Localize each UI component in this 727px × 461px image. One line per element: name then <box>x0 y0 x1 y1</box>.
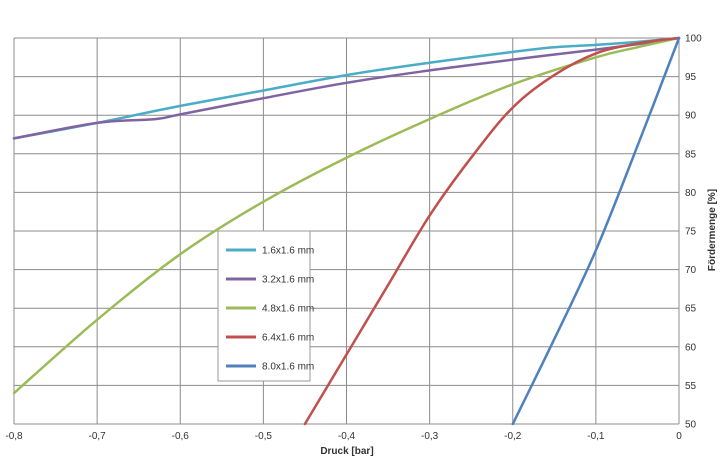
y-tick-label: 75 <box>685 227 697 238</box>
y-tick-label: 60 <box>685 342 697 353</box>
x-tick-labels: -0,8 -0,7 -0,6 -0,5 -0,4 -0,3 -0,2 -0,1 0 <box>5 431 682 442</box>
y-tick-label: 95 <box>685 72 697 83</box>
y-tick-label: 65 <box>685 304 697 315</box>
legend-box <box>217 230 311 382</box>
y-tick-labels: 50 55 60 65 70 75 80 85 90 95 100 <box>685 34 702 431</box>
y-tick-label: 85 <box>685 149 697 160</box>
y-axis-title: Fördermenge [%] <box>707 189 718 271</box>
x-tick-label: 0 <box>676 431 682 442</box>
y-tick-label: 90 <box>685 111 697 122</box>
legend: 1.6x1.6 mm 3.2x1.6 mm 4.8x1.6 mm 6.4x1.6 mm… <box>217 230 314 382</box>
y-tick-label: 55 <box>685 381 697 392</box>
x-tick-label: -0,4 <box>338 431 356 442</box>
x-tick-label: -0,1 <box>587 431 605 442</box>
legend-label: 6.4x1.6 mm <box>262 333 314 344</box>
series-lines <box>12 36 681 426</box>
x-tick-label: -0,6 <box>172 431 190 442</box>
legend-label: 4.8x1.6 mm <box>262 304 314 315</box>
y-tick-label: 70 <box>685 265 697 276</box>
series-line-1 <box>12 36 681 140</box>
x-tick-label: -0,2 <box>504 431 522 442</box>
legend-label: 8.0x1.6 mm <box>262 362 314 373</box>
grid <box>13 37 680 425</box>
series-line-4 <box>303 36 681 426</box>
y-tick-label: 80 <box>685 188 697 199</box>
y-tick-label: 50 <box>685 420 697 431</box>
x-tick-label: -0,8 <box>5 431 23 442</box>
series-line-3 <box>12 36 681 395</box>
legend-label: 1.6x1.6 mm <box>262 246 314 257</box>
legend-label: 3.2x1.6 mm <box>262 275 314 286</box>
x-tick-label: -0,5 <box>255 431 273 442</box>
series-line-2 <box>12 36 681 140</box>
x-axis-title: Druck [bar] <box>320 446 373 457</box>
series-line-5 <box>511 36 681 426</box>
x-tick-label: -0,3 <box>421 431 439 442</box>
y-tick-label: 100 <box>685 34 702 45</box>
x-tick-label: -0,7 <box>89 431 107 442</box>
